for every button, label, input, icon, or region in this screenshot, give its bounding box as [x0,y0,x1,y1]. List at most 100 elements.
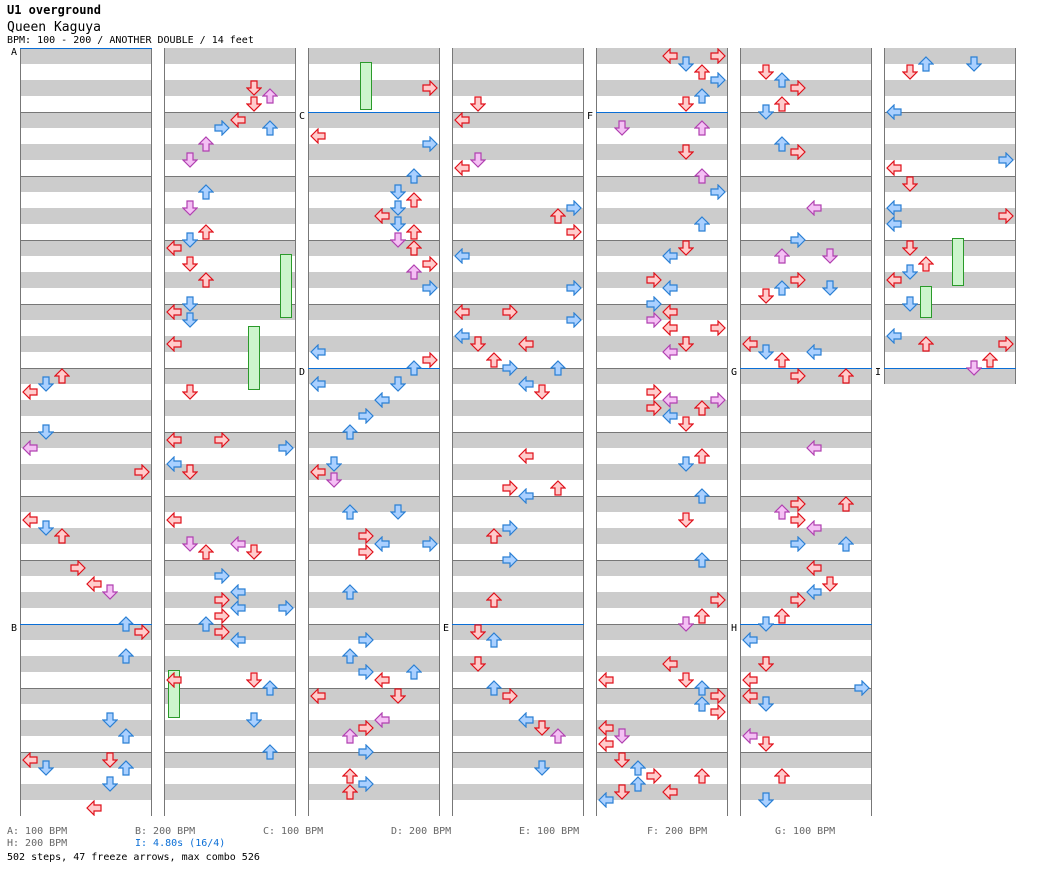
left-arrow-icon [374,392,390,408]
left-arrow-icon [742,336,758,352]
up-arrow-icon [774,96,790,112]
down-arrow-icon [246,672,262,688]
up-arrow-icon [982,352,998,368]
up-arrow-icon [198,224,214,240]
section-label: D [299,367,306,378]
legend-i: I: 4.80s (16/4) [135,838,226,849]
measure-line [453,752,583,753]
right-arrow-icon [710,48,726,64]
left-arrow-icon [230,584,246,600]
right-arrow-icon [566,200,582,216]
down-arrow-icon [470,624,486,640]
measure-line [597,432,727,433]
section-label: I [875,367,882,378]
up-arrow-icon [838,536,854,552]
left-arrow-icon [742,688,758,704]
right-arrow-icon [358,664,374,680]
down-arrow-icon [902,240,918,256]
measure-line [165,368,295,369]
right-arrow-icon [646,384,662,400]
measure-line [597,304,727,305]
chart-column [884,48,1016,384]
up-arrow-icon [774,72,790,88]
up-arrow-icon [838,368,854,384]
left-arrow-icon [454,304,470,320]
legend-b: B: 200 BPM [135,826,196,837]
measure-line [597,368,727,369]
left-arrow-icon [806,520,822,536]
measure-line [21,432,151,433]
right-arrow-icon [134,464,150,480]
freeze-arrow [952,238,964,286]
left-arrow-icon [886,328,902,344]
left-arrow-icon [806,200,822,216]
right-arrow-icon [278,600,294,616]
down-arrow-icon [182,256,198,272]
right-arrow-icon [502,360,518,376]
right-arrow-icon [790,592,806,608]
measure-line [21,112,151,113]
section-label: F [587,111,594,122]
up-arrow-icon [630,760,646,776]
section-label: E [443,623,450,634]
right-arrow-icon [646,296,662,312]
down-arrow-icon [822,280,838,296]
up-arrow-icon [342,584,358,600]
measure-line [309,688,439,689]
right-arrow-icon [70,560,86,576]
left-arrow-icon [662,784,678,800]
down-arrow-icon [614,784,630,800]
left-arrow-icon [310,128,326,144]
measure-line [885,304,1015,305]
measure-line [165,240,295,241]
left-arrow-icon [310,344,326,360]
measure-line [453,176,583,177]
left-arrow-icon [166,432,182,448]
down-arrow-icon [902,64,918,80]
measure-line [309,496,439,497]
left-arrow-icon [806,344,822,360]
up-arrow-icon [774,280,790,296]
section-line [20,624,152,625]
right-arrow-icon [790,232,806,248]
left-arrow-icon [662,656,678,672]
left-arrow-icon [662,304,678,320]
down-arrow-icon [182,384,198,400]
up-arrow-icon [406,360,422,376]
down-arrow-icon [966,360,982,376]
down-arrow-icon [822,248,838,264]
left-arrow-icon [86,576,102,592]
down-arrow-icon [470,96,486,112]
left-arrow-icon [374,536,390,552]
left-arrow-icon [166,456,182,472]
song-name: Queen Kaguya [7,20,101,35]
left-arrow-icon [886,272,902,288]
right-arrow-icon [646,272,662,288]
measure-line [165,688,295,689]
right-arrow-icon [710,704,726,720]
up-arrow-icon [694,696,710,712]
left-arrow-icon [86,800,102,816]
down-arrow-icon [390,184,406,200]
down-arrow-icon [390,232,406,248]
right-arrow-icon [710,184,726,200]
measure-line [165,176,295,177]
down-arrow-icon [326,456,342,472]
measure-line [165,560,295,561]
up-arrow-icon [774,608,790,624]
up-arrow-icon [550,360,566,376]
down-arrow-icon [758,344,774,360]
down-arrow-icon [902,176,918,192]
up-arrow-icon [694,400,710,416]
down-arrow-icon [102,712,118,728]
up-arrow-icon [694,448,710,464]
right-arrow-icon [790,272,806,288]
measure-line [597,624,727,625]
up-arrow-icon [486,592,502,608]
down-arrow-icon [614,728,630,744]
down-arrow-icon [38,424,54,440]
measure-line [309,304,439,305]
up-arrow-icon [118,648,134,664]
right-arrow-icon [502,552,518,568]
section-line [884,368,1016,369]
